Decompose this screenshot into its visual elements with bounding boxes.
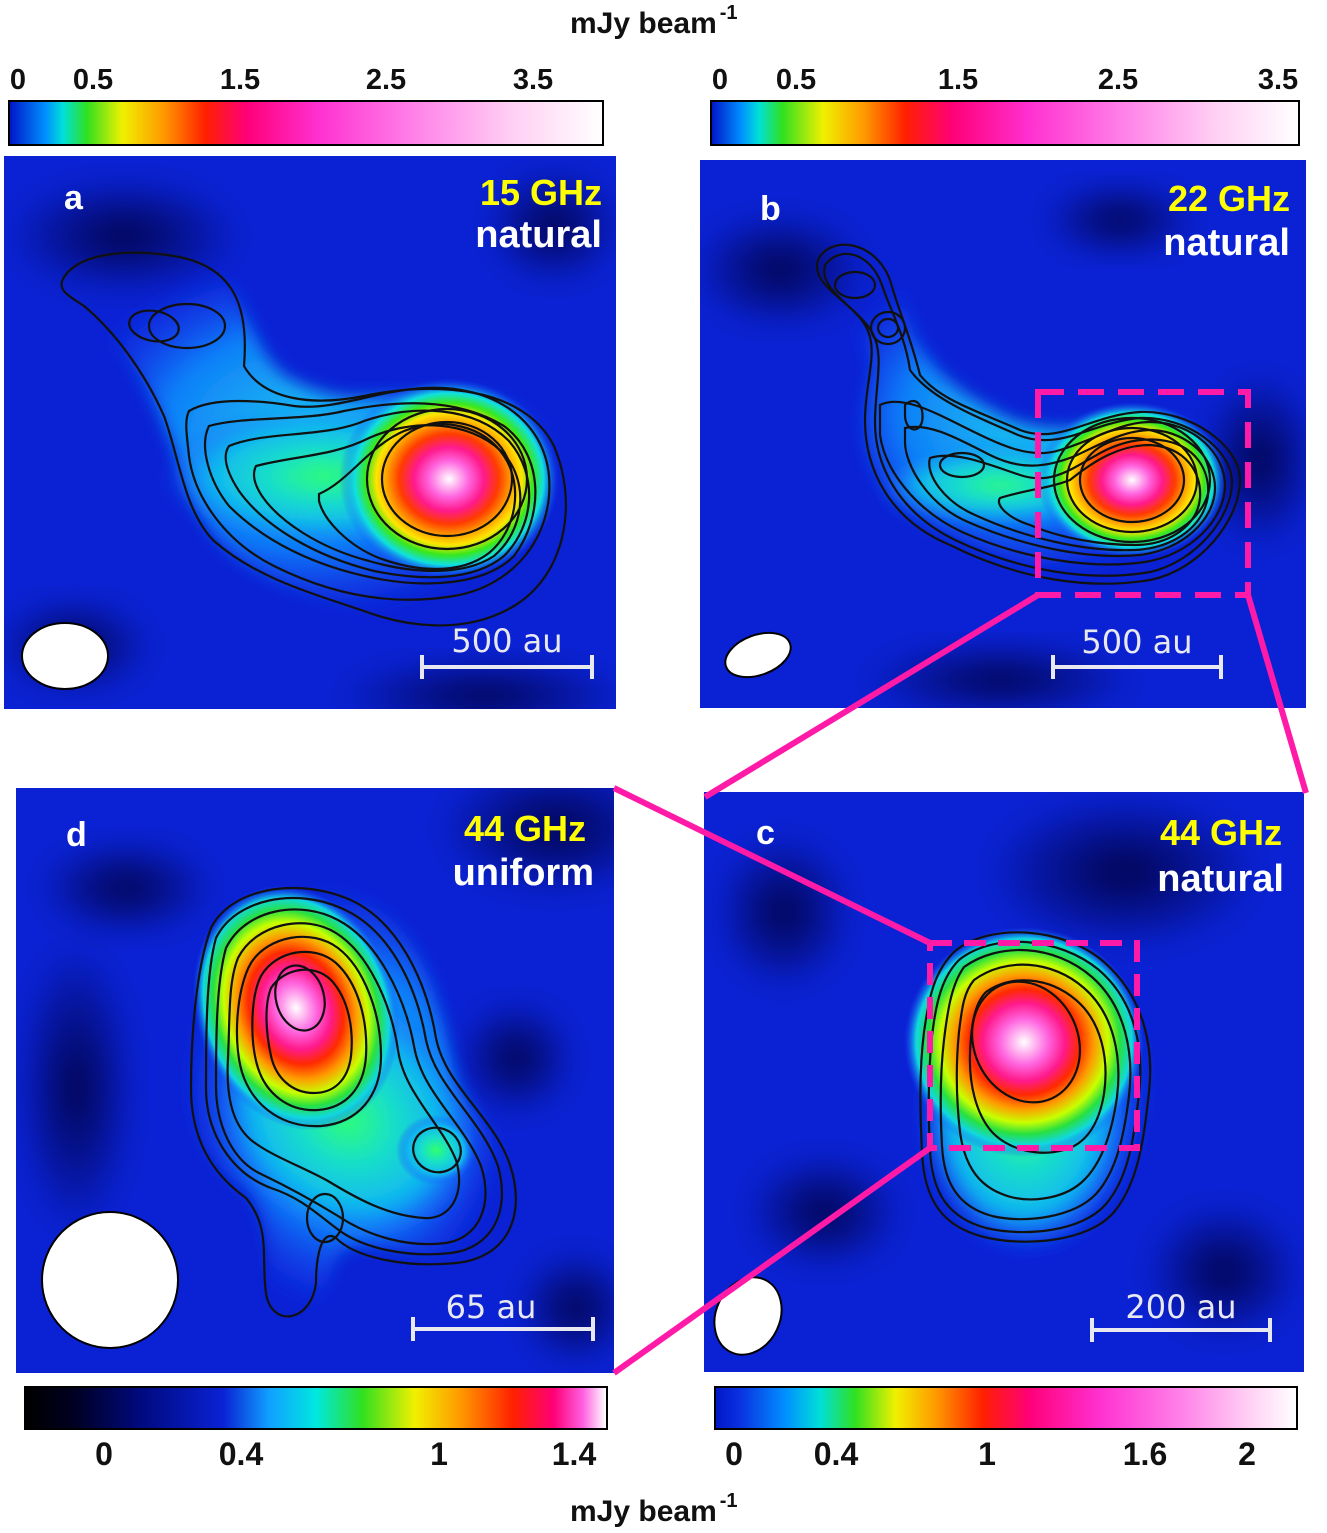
panel-d-map: [16, 788, 614, 1373]
colorbar-c-tick: 2: [1238, 1436, 1256, 1472]
colorbar-a: [8, 100, 604, 146]
colorbar-c: [714, 1386, 1298, 1430]
scalebar-a: [420, 655, 594, 679]
colorbar-a-ticks: 0 0.5 1.5 2.5 3.5: [8, 64, 604, 98]
scalebar-d: [411, 1317, 595, 1341]
scalebar-b: [1051, 655, 1223, 679]
panel-d-letter: d: [66, 816, 87, 854]
colorbar-b-tick: 0: [711, 64, 729, 96]
panel-a-weighting: natural: [475, 214, 602, 256]
scalebar-c: [1090, 1318, 1272, 1342]
colorbar-d-ticks: 0 0.4 1 1.4: [24, 1436, 608, 1476]
colorbar-b-tick: 1.5: [937, 64, 979, 96]
panel-c-44ghz-natural-image: c 44 GHz natural 200 au: [704, 792, 1304, 1372]
panel-c-weighting: natural: [1157, 858, 1284, 900]
colorbar-c-tick: 0: [725, 1436, 743, 1472]
panel-b-22ghz-image: b 22 GHz natural 500 au: [700, 160, 1306, 708]
panel-b-frequency: 22 GHz: [1167, 178, 1290, 219]
colorbar-c-tick: 1: [978, 1436, 996, 1472]
colorbar-a-tick: 1.5: [219, 64, 261, 96]
colorbar-b-ticks: 0 0.5 1.5 2.5 3.5: [710, 64, 1300, 98]
unit-exponent: -1: [719, 2, 738, 24]
panel-d-frequency: 44 GHz: [463, 808, 586, 849]
panel-c-letter: c: [756, 814, 775, 852]
colorbar-a-tick: 3.5: [512, 64, 554, 96]
colorbar-c-tick: 1.6: [1122, 1436, 1168, 1472]
unit-text: mJy beam: [570, 7, 717, 40]
colorbar-b-tick: 2.5: [1097, 64, 1139, 96]
colorbar-b-tick: 0.5: [775, 64, 817, 96]
panel-c-frequency: 44 GHz: [1159, 812, 1282, 853]
panel-a-map: [4, 156, 616, 709]
colorbar-c-ticks: 0 0.4 1 1.6 2: [714, 1436, 1298, 1476]
panel-d-44ghz-uniform-image: d 44 GHz uniform 65 au: [16, 788, 614, 1373]
colorbar-b: [710, 100, 1300, 146]
panel-a-frequency: 15 GHz: [479, 172, 602, 213]
colorbar-a-tick: 0: [9, 64, 27, 96]
panel-a-letter: a: [64, 179, 83, 217]
colorbar-c-tick: 0.4: [813, 1436, 859, 1472]
panel-b-letter: b: [760, 190, 781, 228]
panel-b-scale-label: 500 au: [1081, 623, 1193, 661]
panel-d-weighting: uniform: [452, 852, 594, 894]
colorbar-d: [24, 1386, 608, 1430]
panel-b-weighting: natural: [1163, 222, 1290, 264]
panel-a-15ghz-image: a 15 GHz natural 500 au: [4, 156, 616, 709]
panel-a-contours: [60, 251, 567, 627]
beam-circle-d: [41, 1211, 179, 1349]
colorbar-d-tick: 0.4: [218, 1436, 264, 1472]
colorbar-unit-label-top: mJy beam -1: [570, 2, 738, 41]
colorbar-d-tick: 1: [430, 1436, 448, 1472]
colorbar-d-tick: 1.4: [551, 1436, 597, 1472]
panel-a-scale-label: 500 au: [451, 622, 563, 660]
colorbar-b-tick: 3.5: [1257, 64, 1299, 96]
panel-d-scale-label: 65 au: [445, 1288, 537, 1326]
unit-text: mJy beam: [570, 1495, 717, 1528]
colorbar-unit-label-bottom: mJy beam -1: [570, 1490, 738, 1529]
panel-c-scale-label: 200 au: [1125, 1288, 1237, 1326]
colorbar-a-tick: 2.5: [365, 64, 407, 96]
unit-exponent: -1: [719, 1490, 738, 1512]
colorbar-a-tick: 0.5: [72, 64, 114, 96]
beam-ellipse-a: [21, 622, 109, 690]
colorbar-d-tick: 0: [95, 1436, 113, 1472]
panel-d-contours: [189, 886, 517, 1318]
